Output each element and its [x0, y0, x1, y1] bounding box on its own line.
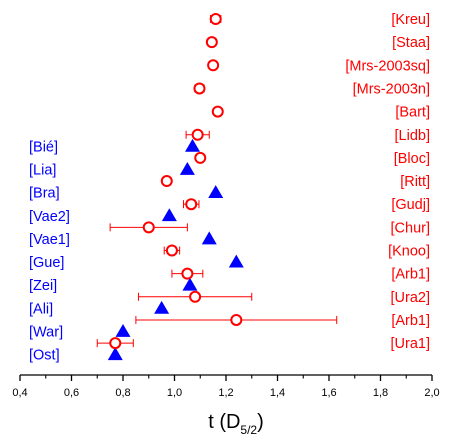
blue-triangle-point — [107, 347, 123, 361]
red-circle-point — [142, 221, 155, 234]
blue-triangle-point — [115, 324, 131, 337]
blue-triangle-point — [228, 254, 244, 268]
blue-triangle-point — [201, 231, 217, 245]
red-series-label: [Staa] — [392, 35, 430, 51]
red-series-label: [Ritt] — [400, 174, 430, 190]
red-series-label: [Arb1] — [391, 267, 430, 283]
red-series-label: [Ura2] — [391, 290, 431, 306]
blue-series-label: [Bié] — [29, 139, 58, 155]
blue-triangle-point — [185, 138, 201, 152]
red-series-label: [Gudj] — [391, 197, 430, 213]
blue-series-label: [Vae1] — [29, 232, 70, 248]
red-circle-point — [189, 290, 202, 303]
blue-series-label: [Vae2] — [29, 209, 70, 225]
blue-triangle-point — [161, 208, 177, 222]
x-tick-label: 0,4 — [12, 387, 27, 399]
blue-series-label: [Gue] — [29, 255, 64, 271]
blue-series-label: [Lia] — [29, 162, 56, 178]
blue-triangle-point — [182, 277, 198, 291]
x-tick-label: 1,8 — [373, 387, 388, 399]
x-tick-label: 1,0 — [167, 387, 182, 399]
blue-triangle-point — [208, 185, 224, 199]
red-series-label: [Bart] — [395, 105, 430, 121]
red-series-label: [Knoo] — [388, 244, 430, 260]
blue-triangle-point — [179, 161, 195, 175]
plot-area: [Kreu] [Staa] [Mrs-2003sq] [Mrs-2003n] [Bart… — [29, 12, 430, 364]
red-circle-point — [181, 267, 194, 280]
red-series-label: [Ura1] — [391, 336, 431, 352]
x-tick-label: 0,8 — [115, 387, 130, 399]
red-circle-point — [209, 13, 222, 25]
red-circle-point — [211, 105, 224, 118]
blue-series-label: [Ost] — [29, 348, 60, 364]
x-tick-label: 0,6 — [64, 387, 79, 399]
red-circle-point — [194, 151, 207, 164]
red-circle-point — [191, 128, 204, 141]
x-axis-title: t (D5/2) — [208, 411, 264, 437]
blue-series-label: [War] — [29, 325, 63, 341]
blue-series-label: [Ali] — [29, 301, 53, 317]
red-circle-point — [185, 198, 198, 211]
red-series-label: [Mrs-2003n] — [353, 81, 430, 97]
blue-triangle-point — [154, 300, 170, 314]
x-tick-label: 1,6 — [321, 387, 336, 399]
red-series-label: [Chur] — [391, 220, 431, 236]
blue-series-label: [Zei] — [29, 278, 57, 294]
red-circle-point — [109, 337, 122, 350]
red-circle-point — [230, 313, 243, 326]
red-series-label: [Lidb] — [395, 128, 430, 144]
red-series-label: [Mrs-2003sq] — [345, 58, 430, 74]
x-tick-label: 1,4 — [270, 387, 285, 399]
red-circle-point — [207, 59, 220, 72]
red-circle-point — [165, 244, 178, 257]
red-circle-point — [160, 175, 173, 188]
x-tick-label: 2,0 — [424, 387, 439, 399]
red-series-label: [Bloc] — [394, 151, 430, 167]
x-tick-label: 1,2 — [218, 387, 233, 399]
red-series-label: [Arb1] — [391, 313, 430, 329]
red-circle-point — [193, 82, 206, 95]
red-circle-point — [205, 36, 218, 49]
blue-series-label: [Bra] — [29, 186, 60, 202]
red-series-label: [Kreu] — [391, 12, 430, 28]
x-axis: 0,4 0,6 0,8 1,0 1,2 1,4 1,6 1,8 2,0 — [12, 374, 440, 399]
